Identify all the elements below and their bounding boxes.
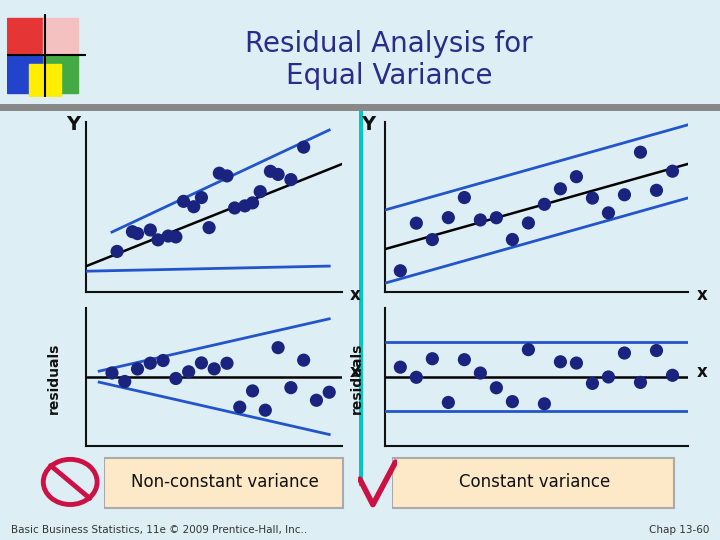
Point xyxy=(132,364,143,373)
Point xyxy=(196,193,207,202)
Point xyxy=(183,367,194,376)
Point xyxy=(474,369,486,377)
Point xyxy=(229,204,240,212)
Bar xyxy=(7,18,43,56)
Point xyxy=(196,359,207,367)
FancyBboxPatch shape xyxy=(104,458,343,508)
Point xyxy=(272,343,284,352)
Text: x: x xyxy=(697,286,708,304)
Bar xyxy=(43,18,78,56)
Point xyxy=(554,357,566,366)
Point xyxy=(254,187,266,196)
Point xyxy=(221,172,233,180)
Point xyxy=(410,373,422,382)
Point xyxy=(667,371,678,380)
Bar xyxy=(43,56,78,93)
Point xyxy=(259,406,271,415)
Point xyxy=(265,167,276,176)
Point xyxy=(587,194,598,202)
Point xyxy=(539,200,550,208)
Point xyxy=(323,388,335,396)
Point xyxy=(298,356,310,364)
Point xyxy=(119,377,130,386)
Point xyxy=(157,356,168,365)
Point xyxy=(163,232,174,240)
Point xyxy=(152,235,163,244)
Point xyxy=(285,176,297,184)
Point xyxy=(145,359,156,368)
Point xyxy=(603,208,614,217)
Point xyxy=(667,167,678,176)
Point xyxy=(554,185,566,193)
Text: Residual Analysis for: Residual Analysis for xyxy=(245,30,533,58)
Point xyxy=(651,186,662,194)
Point xyxy=(507,397,518,406)
Point xyxy=(635,148,647,157)
Point xyxy=(145,226,156,234)
Point xyxy=(587,379,598,388)
Point xyxy=(426,235,438,244)
Point xyxy=(459,193,470,202)
Point xyxy=(539,400,550,408)
Point xyxy=(107,369,118,377)
Point xyxy=(298,143,310,151)
Point xyxy=(426,354,438,363)
Point xyxy=(234,403,246,411)
Point xyxy=(410,219,422,227)
Text: x: x xyxy=(350,363,361,381)
Point xyxy=(247,199,258,207)
Point xyxy=(490,383,502,392)
Point xyxy=(112,247,123,256)
Point xyxy=(618,191,630,199)
Point xyxy=(571,359,582,367)
Point xyxy=(618,349,630,357)
Text: Y: Y xyxy=(66,115,80,134)
Text: Basic Business Statistics, 11e © 2009 Prentice-Hall, Inc..: Basic Business Statistics, 11e © 2009 Pr… xyxy=(11,524,307,535)
Point xyxy=(395,363,406,372)
Point xyxy=(203,224,215,232)
Point xyxy=(395,266,406,275)
Text: x: x xyxy=(350,286,361,304)
Point xyxy=(209,364,220,373)
Text: Chap 13-60: Chap 13-60 xyxy=(649,524,709,535)
Point xyxy=(523,219,534,227)
Text: Non-constant variance: Non-constant variance xyxy=(131,473,319,491)
Point xyxy=(247,387,258,395)
FancyBboxPatch shape xyxy=(392,458,674,508)
Point xyxy=(132,230,143,238)
Bar xyxy=(7,56,43,93)
Point xyxy=(490,213,502,222)
Text: residuals: residuals xyxy=(349,342,364,414)
Point xyxy=(474,215,486,224)
Point xyxy=(170,374,181,383)
Text: Equal Variance: Equal Variance xyxy=(286,62,492,90)
Point xyxy=(651,346,662,355)
Point xyxy=(285,383,297,392)
Point xyxy=(523,345,534,354)
Point xyxy=(272,170,284,179)
Point xyxy=(239,201,251,210)
Text: residuals: residuals xyxy=(47,342,61,414)
Point xyxy=(178,197,189,206)
Point xyxy=(443,398,454,407)
Point xyxy=(443,213,454,222)
Bar xyxy=(29,64,60,97)
Point xyxy=(221,359,233,368)
Point xyxy=(170,233,181,241)
Point xyxy=(188,202,199,211)
Text: Y: Y xyxy=(361,115,375,134)
Point xyxy=(507,235,518,244)
Point xyxy=(603,373,614,381)
Text: Constant variance: Constant variance xyxy=(459,473,611,491)
Point xyxy=(127,227,138,236)
Point xyxy=(459,355,470,364)
Point xyxy=(214,169,225,178)
Point xyxy=(571,172,582,181)
Point xyxy=(311,396,323,404)
Text: x: x xyxy=(697,363,708,381)
Point xyxy=(635,378,647,387)
